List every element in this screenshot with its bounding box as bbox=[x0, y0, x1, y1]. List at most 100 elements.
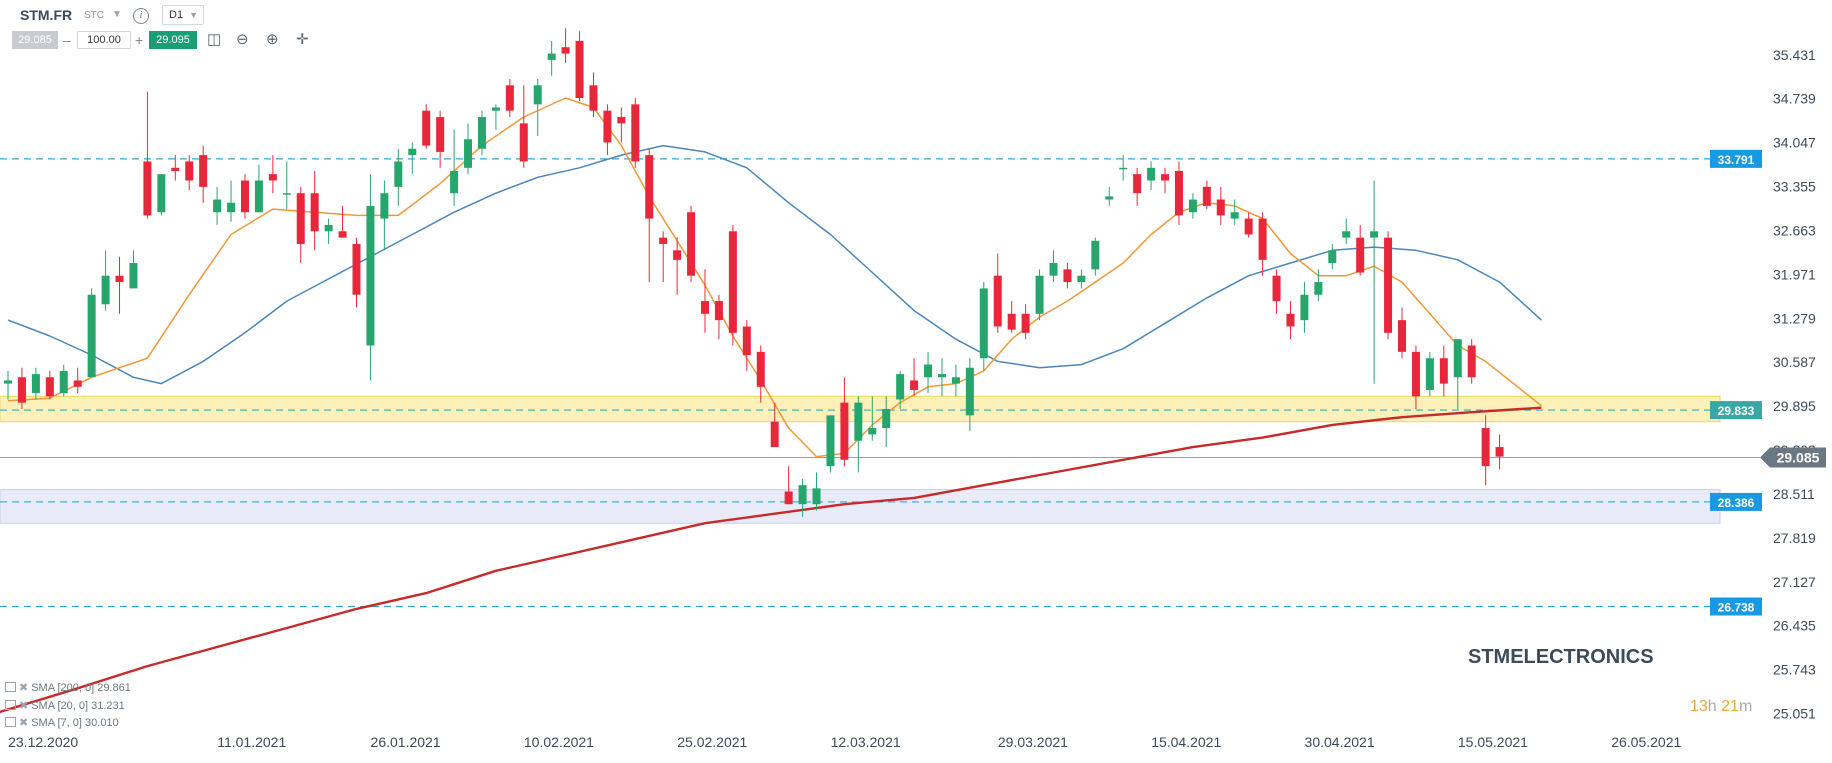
candle-body bbox=[213, 199, 222, 213]
volume-increase-button[interactable]: + bbox=[135, 32, 144, 48]
crosshair-icon[interactable]: ✛ bbox=[296, 31, 309, 48]
symbol-dropdown-icon[interactable]: ▼ bbox=[112, 9, 122, 20]
candle-body bbox=[826, 415, 835, 467]
sell-price-button[interactable]: 29.085 bbox=[12, 31, 58, 49]
candle bbox=[505, 78, 514, 118]
indicator-settings-icon[interactable] bbox=[5, 717, 16, 727]
candle-body bbox=[422, 110, 431, 146]
candle bbox=[533, 78, 542, 137]
candle bbox=[519, 85, 528, 168]
candle-body bbox=[310, 193, 319, 232]
volume-input[interactable]: 100.00 bbox=[77, 31, 131, 49]
date-tick-label: 26.01.2021 bbox=[371, 734, 441, 750]
candle bbox=[617, 107, 626, 143]
date-tick-label: 26.05.2021 bbox=[1611, 734, 1681, 750]
candle-body bbox=[1425, 358, 1434, 390]
candle bbox=[17, 367, 26, 409]
candle bbox=[4, 370, 12, 400]
sma200-path bbox=[0, 406, 1542, 714]
price-tick-label: 31.279 bbox=[1773, 310, 1816, 326]
candle-body bbox=[129, 263, 138, 289]
candle bbox=[1314, 269, 1323, 302]
candle-body bbox=[770, 421, 779, 448]
indicator-sma-20[interactable]: ✖ SMA [20, 0] 31.231 bbox=[5, 699, 125, 712]
candle bbox=[477, 110, 486, 156]
price-tick-label: 35.431 bbox=[1773, 47, 1816, 63]
candle bbox=[1077, 269, 1086, 289]
candle bbox=[1328, 243, 1337, 270]
candle-body bbox=[882, 408, 891, 429]
indicator-settings-icon[interactable] bbox=[5, 700, 16, 710]
symbol-label[interactable]: STM.FR bbox=[20, 7, 73, 23]
date-tick-label: 23.12.2020 bbox=[8, 734, 78, 750]
info-icon[interactable]: i bbox=[133, 8, 149, 24]
candle bbox=[1105, 186, 1114, 206]
volume-decrease-button[interactable]: – bbox=[63, 32, 71, 48]
candle bbox=[993, 253, 1002, 333]
price-tick-label: 34.047 bbox=[1773, 135, 1816, 151]
candle bbox=[1300, 282, 1309, 333]
sma20-path bbox=[7, 144, 1542, 385]
candle-body bbox=[575, 40, 584, 98]
candle-body bbox=[1411, 351, 1420, 397]
timeframe-select[interactable]: D1 ▼ bbox=[162, 5, 204, 25]
buy-price-button[interactable]: 29.095 bbox=[149, 31, 197, 49]
chevron-down-icon: ▼ bbox=[189, 10, 198, 20]
candle-body bbox=[352, 243, 361, 295]
price-tick-label: 27.127 bbox=[1773, 574, 1816, 590]
candle bbox=[199, 145, 208, 203]
zoom-out-icon[interactable]: ⊖ bbox=[236, 31, 249, 48]
candle-body bbox=[436, 117, 445, 152]
remove-indicator-icon[interactable]: ✖ bbox=[19, 682, 29, 694]
candle bbox=[185, 155, 194, 191]
remove-indicator-icon[interactable]: ✖ bbox=[19, 700, 29, 712]
candle bbox=[380, 180, 389, 251]
candle bbox=[1021, 304, 1030, 340]
sma-200-line bbox=[0, 406, 1542, 714]
candle bbox=[422, 104, 431, 149]
candle bbox=[227, 180, 236, 222]
price-tick-label: 34.739 bbox=[1773, 91, 1816, 107]
candle-body bbox=[840, 402, 849, 460]
candle bbox=[1411, 345, 1420, 409]
candle-body bbox=[868, 428, 877, 435]
candle bbox=[1063, 263, 1072, 289]
indicator-sma-7[interactable]: ✖ SMA [7, 0] 30.010 bbox=[5, 716, 119, 729]
candle-body bbox=[505, 85, 514, 111]
candle bbox=[240, 174, 249, 219]
candle bbox=[1398, 307, 1406, 359]
candle-body bbox=[1272, 275, 1281, 302]
candle-body bbox=[1119, 167, 1128, 170]
zoom-in-icon[interactable]: ⊕ bbox=[266, 31, 279, 48]
candle-body bbox=[394, 161, 403, 187]
candle bbox=[45, 370, 54, 400]
candle-type-icon[interactable]: ◫ bbox=[207, 31, 222, 48]
candle-body bbox=[491, 107, 500, 111]
candle bbox=[310, 170, 319, 251]
candle bbox=[547, 40, 556, 76]
candle-body bbox=[450, 170, 459, 194]
candle bbox=[338, 205, 347, 238]
candle-body bbox=[101, 275, 110, 305]
candle bbox=[1439, 345, 1448, 397]
candle bbox=[742, 320, 751, 371]
candle bbox=[631, 97, 640, 168]
candle-body bbox=[1161, 174, 1170, 181]
candle bbox=[854, 396, 863, 473]
remove-indicator-icon[interactable]: ✖ bbox=[19, 717, 29, 729]
candle bbox=[31, 367, 40, 400]
sma-20-line bbox=[7, 144, 1542, 385]
indicator-label: SMA [20, 0] 31.231 bbox=[31, 700, 125, 712]
candle-body bbox=[687, 212, 696, 276]
indicator-sma-200[interactable]: ✖ SMA [200, 0] 29.861 bbox=[5, 681, 131, 694]
candle-body bbox=[951, 377, 960, 384]
candle-body bbox=[784, 491, 793, 505]
candle bbox=[812, 472, 821, 511]
candle-body bbox=[477, 117, 486, 149]
timeframe-value: D1 bbox=[169, 9, 184, 21]
indicator-settings-icon[interactable] bbox=[5, 682, 16, 692]
candle-body bbox=[115, 275, 124, 283]
price-axis: 35.431 34.739 34.047 33.355 32.663 31.971 31.2… bbox=[1773, 47, 1816, 722]
candle-body bbox=[965, 367, 974, 416]
